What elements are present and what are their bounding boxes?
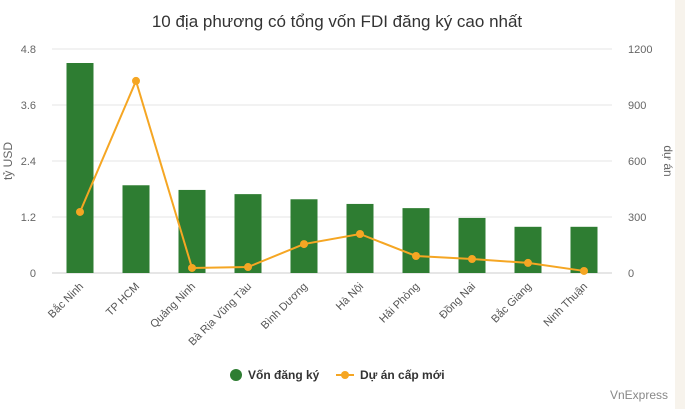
bar bbox=[458, 217, 486, 273]
line-point bbox=[412, 252, 420, 261]
x-tick-label: Quảng Ninh bbox=[148, 281, 198, 331]
bar bbox=[290, 199, 318, 273]
bar bbox=[234, 194, 262, 273]
line-point bbox=[188, 263, 196, 272]
line-series bbox=[79, 77, 585, 272]
source-credit: VnExpress bbox=[610, 388, 668, 402]
bar bbox=[570, 226, 598, 273]
page-edge bbox=[675, 0, 685, 409]
y-axis-label: tỷ USD bbox=[1, 142, 15, 180]
y2-tick-label: 0 bbox=[628, 268, 634, 280]
legend-line-label: Dự án cấp mới bbox=[360, 368, 445, 382]
line-point bbox=[300, 240, 308, 249]
x-tick-label: Bắc Giang bbox=[489, 280, 535, 326]
legend: Vốn đăng ký Dự án cấp mới bbox=[230, 368, 445, 382]
line-point bbox=[524, 258, 532, 267]
x-tick-label: Hà Nội bbox=[334, 281, 366, 313]
line-point bbox=[580, 266, 588, 275]
x-tick-label: Bà Rịa Vũng Tàu bbox=[187, 281, 255, 349]
y-tick-label: 3.6 bbox=[21, 100, 36, 112]
y2-tick-label: 300 bbox=[628, 212, 646, 224]
bar bbox=[178, 189, 206, 273]
x-tick-label: Bình Dương bbox=[259, 281, 310, 332]
x-tick-label: Hải Phòng bbox=[377, 281, 422, 326]
line-point bbox=[244, 263, 252, 272]
legend-bar-label: Vốn đăng ký bbox=[248, 368, 320, 382]
y-tick-label: 2.4 bbox=[21, 156, 36, 168]
line-point bbox=[356, 229, 364, 238]
x-tick-label: Đồng Nai bbox=[437, 281, 478, 322]
chart-title: 10 địa phương có tổng vốn FDI đăng ký ca… bbox=[152, 12, 523, 31]
x-tick-label: Ninh Thuận bbox=[542, 281, 591, 330]
legend-item-bar[interactable]: Vốn đăng ký bbox=[230, 368, 320, 382]
y-tick-label: 1.2 bbox=[21, 212, 36, 224]
bar bbox=[122, 185, 150, 273]
line-point bbox=[132, 76, 140, 85]
y-tick-label: 4.8 bbox=[21, 44, 36, 56]
y2-tick-label: 900 bbox=[628, 100, 646, 112]
line-point bbox=[76, 207, 84, 216]
y-tick-label: 0 bbox=[30, 268, 36, 280]
y2-tick-label: 600 bbox=[628, 156, 646, 168]
legend-line-marker bbox=[341, 371, 349, 379]
bar bbox=[66, 63, 94, 273]
y2-axis-label: dự án bbox=[661, 145, 675, 176]
legend-bar-marker bbox=[230, 369, 242, 381]
bar bbox=[402, 208, 430, 273]
x-tick-label: Bắc Ninh bbox=[45, 280, 86, 321]
line-point bbox=[468, 255, 476, 263]
x-tick-label: TP HCM bbox=[104, 281, 142, 319]
legend-item-line[interactable]: Dự án cấp mới bbox=[336, 368, 445, 382]
y2-tick-label: 1200 bbox=[628, 44, 652, 56]
